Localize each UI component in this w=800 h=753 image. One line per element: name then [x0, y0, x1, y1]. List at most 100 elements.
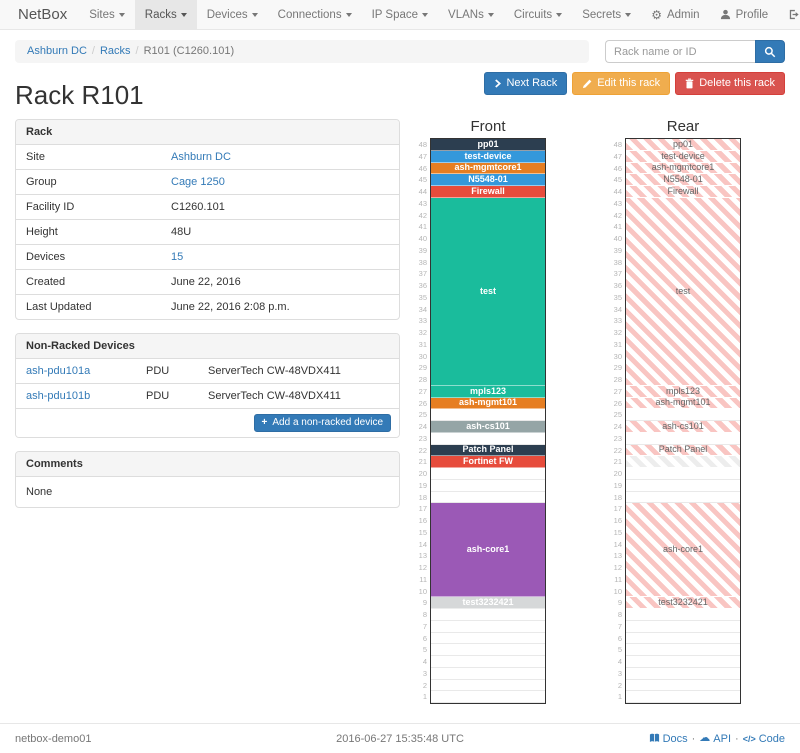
- unit-number: 40: [418, 234, 427, 243]
- rack-device-rear[interactable]: test: [626, 197, 740, 386]
- nav-item-sites[interactable]: Sites: [79, 0, 135, 29]
- devices-count-link[interactable]: 15: [171, 251, 184, 263]
- rack-device-front[interactable]: test3232421: [431, 597, 545, 609]
- logout-link[interactable]: Log out: [778, 0, 800, 29]
- table-row-group: Group Cage 1250: [16, 169, 399, 194]
- rack-device-rear[interactable]: ash-cs101: [626, 421, 740, 433]
- table-row-last-updated: Last Updated June 22, 2016 2:08 p.m.: [16, 294, 399, 319]
- rack-device-rear[interactable]: Patch Panel: [626, 444, 740, 457]
- unit-number: 6: [617, 633, 622, 643]
- nav-item-connections[interactable]: Connections: [268, 0, 362, 29]
- rack-device-front[interactable]: ash-mgmt101: [431, 397, 545, 410]
- unit-number: 21: [418, 457, 427, 467]
- nav-item-vlans[interactable]: VLANs: [438, 0, 504, 29]
- admin-link[interactable]: ⚙ Admin: [651, 7, 700, 22]
- unit-number: 19: [418, 480, 427, 490]
- next-rack-button[interactable]: Next Rack: [484, 72, 568, 96]
- rack-device-rear[interactable]: ash-mgmtcore1: [626, 162, 740, 175]
- nav-item-secrets[interactable]: Secrets: [572, 0, 641, 29]
- rack-unit-empty: [431, 644, 545, 656]
- nav-item-racks[interactable]: Racks: [134, 0, 197, 29]
- rack-device-front[interactable]: Patch Panel: [431, 444, 545, 457]
- unit-number: 15: [613, 527, 622, 537]
- unit-number: 29: [613, 363, 622, 373]
- rack-device-front[interactable]: mpls123: [431, 385, 545, 398]
- rack-device-front[interactable]: test: [431, 197, 545, 386]
- table-row-pdu-b: ash-pdu101b PDU ServerTech CW-48VDX411: [16, 383, 399, 408]
- rack-device-front[interactable]: test-device: [431, 150, 545, 163]
- unit-number: 12: [418, 563, 427, 572]
- table-row-pdu-a: ash-pdu101a PDU ServerTech CW-48VDX411: [16, 359, 399, 383]
- rack-device-front[interactable]: Firewall: [431, 186, 545, 198]
- rack-device-front[interactable]: ash-mgmtcore1: [431, 162, 545, 175]
- rack-device-rear[interactable]: test-device: [626, 150, 740, 163]
- search-button[interactable]: [755, 40, 785, 63]
- unit-number: 37: [613, 269, 622, 279]
- nav-item-devices[interactable]: Devices: [197, 0, 268, 29]
- unit-number: 18: [418, 492, 427, 502]
- rack-unit-empty: [431, 609, 545, 621]
- rack-device-front[interactable]: N5548-01: [431, 174, 545, 186]
- breadcrumb-racks-link[interactable]: Racks: [99, 45, 131, 57]
- unit-number: 23: [418, 433, 427, 443]
- unit-number: 1: [422, 692, 427, 702]
- unit-number: 42: [418, 210, 427, 220]
- unit-number: 14: [613, 539, 622, 549]
- group-link[interactable]: Cage 1250: [171, 176, 225, 188]
- rack-unit-empty: [626, 491, 740, 504]
- profile-link[interactable]: Profile: [710, 0, 779, 29]
- page-header: Rack R101 Next Rack Edit this rack Delet…: [15, 72, 785, 111]
- chevron-down-icon: [487, 12, 494, 17]
- device-model: ServerTech CW-48VDX411: [208, 365, 341, 377]
- delete-rack-button[interactable]: Delete this rack: [675, 72, 785, 96]
- rack-device-rear[interactable]: mpls123: [626, 385, 740, 398]
- search-input[interactable]: [605, 40, 755, 63]
- rack-device-rear[interactable]: N5548-01: [626, 174, 740, 186]
- rack-device-front[interactable]: pp01: [431, 139, 545, 151]
- rack-device-rear[interactable]: pp01: [626, 139, 740, 151]
- unit-number: 41: [418, 222, 427, 232]
- non-racked-table: ash-pdu101a PDU ServerTech CW-48VDX411 a…: [16, 359, 399, 408]
- unit-number: 20: [613, 469, 622, 478]
- rack-device-front[interactable]: ash-core1: [431, 503, 545, 598]
- unit-number: 25: [418, 410, 427, 420]
- nav-item-circuits[interactable]: Circuits: [504, 0, 572, 29]
- docs-link[interactable]: Docs: [649, 733, 688, 745]
- chevron-down-icon: [422, 12, 429, 17]
- edit-rack-button[interactable]: Edit this rack: [572, 72, 671, 96]
- site-link[interactable]: Ashburn DC: [171, 151, 231, 163]
- comments-panel-title: Comments: [16, 452, 399, 477]
- rack-unit-empty: [626, 679, 740, 692]
- breadcrumb-site-link[interactable]: Ashburn DC: [27, 45, 87, 57]
- front-elevation: Front 48 47 46 45 44 43 42 41 40 39 38 37 36 35 34 33 32…: [416, 119, 546, 704]
- rack-unit-empty: [626, 468, 740, 480]
- device-link[interactable]: ash-pdu101a: [26, 365, 91, 377]
- rack-unit-empty: [431, 491, 545, 504]
- rack-actions: Next Rack Edit this rack Delete this rac…: [484, 72, 785, 96]
- unit-number: 26: [418, 398, 427, 408]
- rack-unit-empty: [626, 644, 740, 656]
- unit-number: 2: [422, 680, 427, 690]
- chevron-down-icon: [180, 12, 187, 17]
- unit-number: 27: [613, 386, 622, 396]
- rack-device-rear[interactable]: ash-mgmt101: [626, 397, 740, 410]
- table-row-created: Created June 22, 2016: [16, 269, 399, 294]
- chevron-right-icon: [495, 79, 502, 88]
- code-link[interactable]: </> Code: [742, 732, 786, 745]
- rack-unit-empty: [431, 679, 545, 692]
- brand-logo[interactable]: NetBox: [18, 6, 68, 23]
- rack-device-rear[interactable]: ash-core1: [626, 503, 740, 598]
- unit-number: 47: [418, 151, 427, 161]
- plus-icon: +: [261, 417, 268, 428]
- rack-device-front[interactable]: ash-cs101: [431, 421, 545, 433]
- nav-item-ip-space[interactable]: IP Space: [362, 0, 438, 29]
- unit-number: 28: [613, 375, 622, 384]
- unit-number: 10: [418, 586, 427, 596]
- rack-device-rear[interactable]: Firewall: [626, 186, 740, 198]
- device-link[interactable]: ash-pdu101b: [26, 390, 91, 402]
- front-elevation-title: Front: [470, 118, 506, 135]
- add-non-racked-device-button[interactable]: + Add a non-racked device: [253, 414, 391, 432]
- api-link[interactable]: ☁ API: [699, 732, 732, 745]
- rack-device-front[interactable]: Fortinet FW: [431, 456, 545, 468]
- rack-device-rear[interactable]: test3232421: [626, 597, 740, 609]
